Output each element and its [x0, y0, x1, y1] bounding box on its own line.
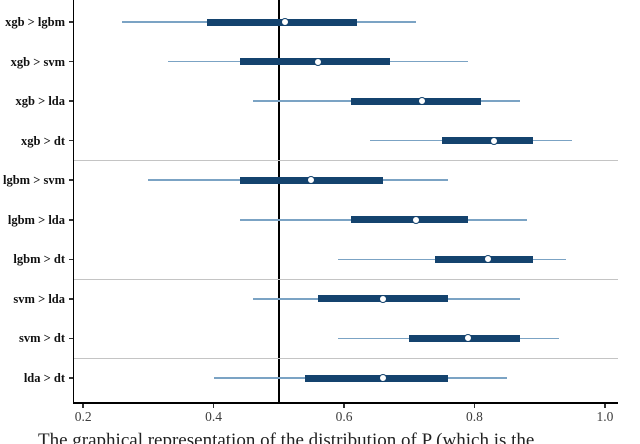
caption: The graphical representation of the dist… [38, 430, 535, 444]
x-tick [212, 403, 215, 408]
y-tick [69, 219, 73, 221]
x-tick [82, 403, 84, 408]
point-estimate [379, 294, 388, 303]
row-label: xgb > lgbm [5, 15, 65, 29]
point-estimate [281, 18, 290, 26]
point-estimate [418, 97, 427, 106]
x-axis [72, 402, 618, 404]
x-tick [473, 403, 476, 408]
y-tick [69, 298, 73, 300]
group-separator [74, 278, 618, 280]
x-tick [604, 403, 606, 408]
y-tick [69, 100, 73, 102]
row-label: svm > lda [13, 291, 65, 306]
x-tick-label: 0.4 [205, 409, 223, 424]
point-estimate [307, 176, 316, 185]
y-tick [69, 139, 73, 142]
point-estimate [483, 255, 492, 264]
row-label: lgbm > lda [7, 212, 65, 227]
group-separator [74, 159, 618, 161]
x-tick-label: 0.8 [466, 409, 483, 424]
y-tick [69, 179, 73, 181]
point-estimate [411, 215, 420, 224]
y-tick [69, 21, 73, 23]
row-label: xgb > dt [21, 133, 65, 148]
reference-line [278, 0, 280, 402]
inner-interval [304, 374, 449, 382]
y-axis [72, 0, 74, 404]
row-label: svm > dt [18, 331, 65, 346]
inner-interval [350, 216, 468, 224]
y-tick [69, 377, 73, 379]
x-tick-label: 1.0 [596, 409, 614, 424]
y-tick [69, 258, 73, 261]
row-label: lda > dt [23, 371, 65, 386]
point-estimate [490, 136, 499, 145]
row-label: lgbm > svm [3, 173, 65, 188]
row-label: xgb > lda [15, 94, 66, 109]
x-tick-label: 0.2 [74, 409, 92, 424]
group-separator [74, 357, 618, 359]
point-estimate [313, 57, 322, 66]
y-tick [69, 337, 73, 340]
inner-interval [350, 97, 482, 105]
row-label: lgbm > dt [13, 252, 65, 267]
y-tick [69, 60, 73, 63]
point-estimate [379, 374, 388, 383]
point-estimate [463, 334, 472, 343]
row-label: xgb > svm [10, 54, 65, 69]
inner-interval [441, 137, 534, 145]
x-tick [343, 403, 345, 408]
x-tick-label: 0.6 [335, 409, 353, 424]
